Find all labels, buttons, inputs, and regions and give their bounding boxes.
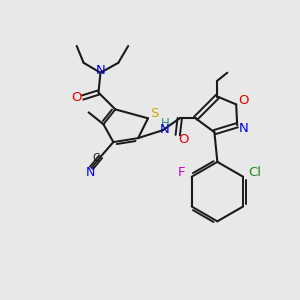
Text: N: N bbox=[86, 166, 95, 179]
Text: N: N bbox=[239, 122, 249, 135]
Text: O: O bbox=[178, 133, 189, 146]
Text: F: F bbox=[178, 166, 185, 179]
Text: C: C bbox=[93, 153, 100, 163]
Text: Cl: Cl bbox=[248, 166, 262, 179]
Text: O: O bbox=[238, 94, 248, 107]
Text: N: N bbox=[160, 123, 170, 136]
Text: H: H bbox=[160, 117, 169, 130]
Text: O: O bbox=[71, 91, 82, 104]
Text: N: N bbox=[96, 64, 105, 77]
Text: S: S bbox=[150, 107, 158, 120]
